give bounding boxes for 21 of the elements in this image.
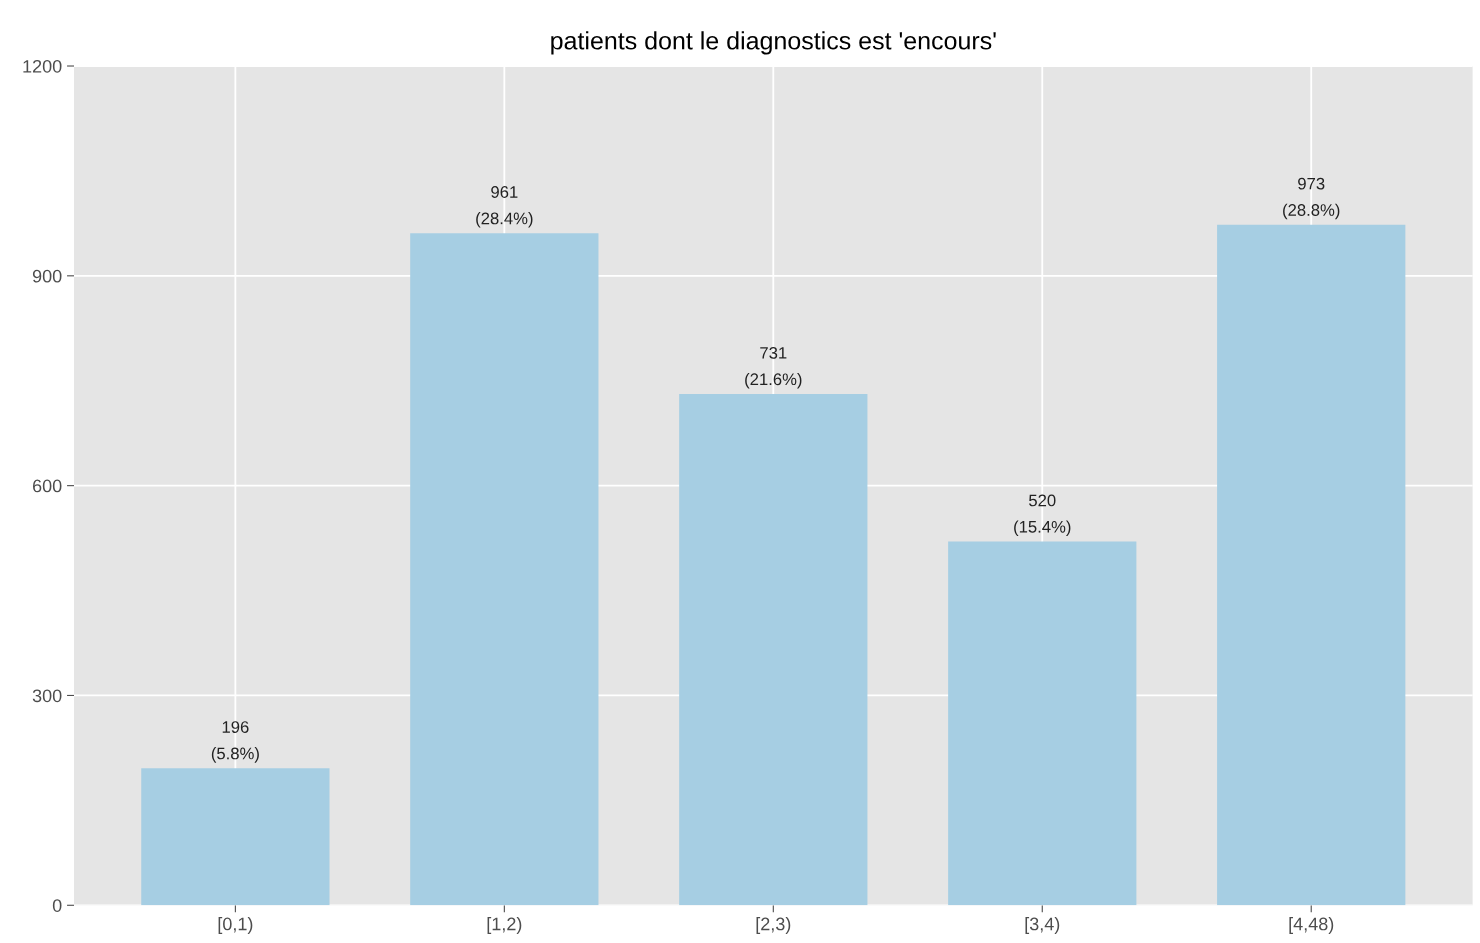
x-tick-label: [3,4) [1025, 917, 1060, 934]
data-label: 731 (21.6%) [745, 346, 802, 389]
x-tick-label: [2,3) [756, 917, 791, 934]
x-tick-label: [4,48) [1289, 917, 1334, 934]
y-tick-label: 600 [32, 479, 62, 493]
data-label: 973 (28.8%) [1283, 177, 1340, 220]
x-tick-label: [0,1) [218, 917, 253, 934]
bar [679, 394, 868, 906]
y-tick-label: 300 [32, 689, 62, 703]
y-tick-label: 0 [52, 899, 62, 912]
bar [948, 541, 1137, 906]
data-label: 520 (15.4%) [1014, 494, 1071, 537]
x-tick-label: [1,2) [487, 917, 522, 934]
chart-title: patients dont le diagnostics est 'encours' [551, 31, 996, 55]
y-tick-label: 1200 [23, 59, 62, 73]
bar [141, 768, 330, 906]
data-label: 196 (5.8%) [211, 721, 259, 763]
bar [410, 233, 599, 906]
bar [1217, 224, 1406, 906]
data-label: 961 (28.4%) [476, 186, 533, 228]
y-tick-label: 900 [32, 269, 62, 283]
